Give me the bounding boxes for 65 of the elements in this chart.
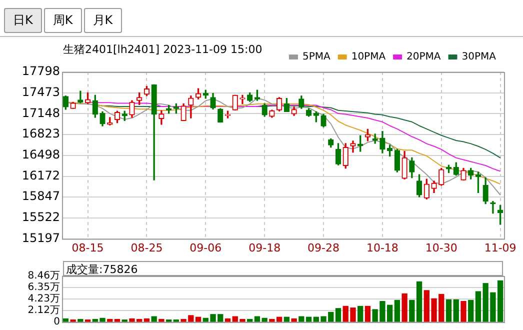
bar xyxy=(247,318,253,322)
bar xyxy=(402,293,408,322)
x-tick-label: 10-30 xyxy=(425,241,458,254)
bar xyxy=(166,319,172,322)
bar xyxy=(158,318,164,322)
bar xyxy=(78,318,84,322)
x-tick-label: 09-06 xyxy=(190,241,222,254)
x-tick-label: 08-25 xyxy=(130,241,163,254)
bar xyxy=(122,319,128,322)
y-tick-label: 16823 xyxy=(22,126,60,141)
bar xyxy=(173,319,180,322)
bar xyxy=(453,299,459,322)
legend-label: 30PMA xyxy=(462,52,496,63)
bar xyxy=(62,318,69,322)
y-tick-label: 0 xyxy=(54,316,60,328)
bar xyxy=(475,291,482,322)
bar xyxy=(284,316,290,322)
y-tick-label: 15522 xyxy=(22,210,60,224)
bar xyxy=(394,300,400,322)
text: 月K xyxy=(84,8,122,33)
bar xyxy=(195,316,202,322)
y-tick-label: 17473 xyxy=(22,84,60,99)
bar xyxy=(298,316,304,322)
bar xyxy=(460,301,466,322)
x-tick-label: 09-18 xyxy=(248,241,281,254)
y-tick-label: 6.35万 xyxy=(28,282,60,294)
bar xyxy=(358,306,364,322)
y-tick-label: 17148 xyxy=(22,106,60,120)
y-tick-label: 15847 xyxy=(22,189,60,204)
text: 周K xyxy=(44,8,82,33)
bar xyxy=(262,318,268,322)
bar xyxy=(364,306,371,322)
text: 日K xyxy=(4,8,42,33)
bar xyxy=(70,319,76,322)
x-tick-label: 08-15 xyxy=(72,241,104,254)
y-tick-label: 16172 xyxy=(22,168,60,182)
bar xyxy=(468,300,474,322)
y-tick-label: 15197 xyxy=(22,230,60,245)
y-tick-label: 16498 xyxy=(22,147,60,162)
bar xyxy=(144,318,150,322)
candlestick xyxy=(240,94,246,104)
bar xyxy=(84,319,91,322)
x-tick-label: 11-09 xyxy=(484,241,516,254)
x-tick-label: 09-28 xyxy=(308,241,340,254)
bar xyxy=(306,316,312,322)
bar xyxy=(224,318,231,322)
bar xyxy=(107,318,113,322)
bar xyxy=(254,316,260,322)
legend-label: 10PMA xyxy=(351,52,386,63)
chart-title: 生猪2401[lh2401] 2023-11-09 15:00 xyxy=(63,42,262,57)
legend-label: 5PMA xyxy=(302,52,330,63)
bar xyxy=(291,318,297,322)
bar xyxy=(114,318,120,322)
bar xyxy=(151,316,157,322)
bar xyxy=(446,299,452,322)
bar xyxy=(409,300,415,322)
chart-title: 成交量:75826 xyxy=(63,261,503,276)
y-tick-label: 8.46万 xyxy=(28,270,60,282)
x-tick-label: 10-18 xyxy=(366,241,398,254)
bar xyxy=(335,308,342,322)
y-tick-label: 4.23万 xyxy=(28,294,60,305)
legend-label: 20PMA xyxy=(406,52,441,63)
y-tick-label: 17798 xyxy=(22,64,60,78)
y-tick-label: 2.12万 xyxy=(28,305,60,316)
bar xyxy=(416,281,422,322)
